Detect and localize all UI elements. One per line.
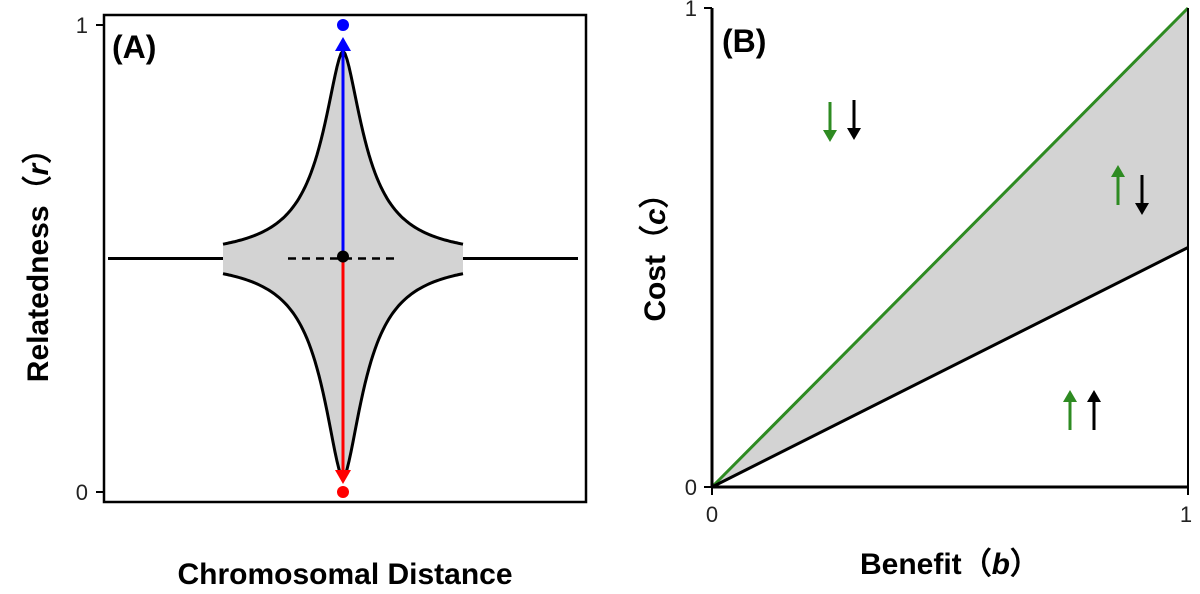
panel-a-label: (A) bbox=[112, 29, 156, 65]
panel-b-label: (B) bbox=[722, 23, 766, 59]
panel-b-region-0-black-arrow-head bbox=[847, 128, 861, 140]
panel-b-x-axis-title: Benefit（b） bbox=[860, 547, 1040, 581]
panel-b-y-axis-title: Cost（c） bbox=[638, 178, 672, 321]
panel-a-ylabel-paren-open: （ bbox=[21, 175, 55, 205]
panel-b-region-1-black-arrow-head bbox=[1135, 203, 1149, 215]
panel-b-region-2-black-arrow-head bbox=[1087, 390, 1101, 402]
panel-a-ytick-label-0: 0 bbox=[76, 480, 88, 505]
panel-a-point-red bbox=[337, 486, 349, 498]
panel-a: 1 0 (A) Relatedness（r） Chromosomal Dista… bbox=[21, 13, 588, 591]
panel-b-region-1-green-arrow-head bbox=[1111, 165, 1125, 177]
panel-b-ylabel-symbol: c bbox=[639, 208, 672, 225]
panel-b-ylabel-paren-open: （ bbox=[638, 225, 672, 255]
panel-b-region-0-green-arrow-head bbox=[823, 130, 837, 142]
panel-a-ylabel-text: Relatedness bbox=[22, 205, 55, 382]
panel-a-ylabel-paren-close: ） bbox=[21, 134, 55, 164]
panel-b-xlabel-symbol: b bbox=[992, 548, 1010, 581]
panel-b-ytick-label-0: 0 bbox=[685, 475, 697, 500]
panel-a-red-arrowhead bbox=[335, 470, 351, 484]
panel-b-xtick-label-0: 0 bbox=[706, 502, 718, 527]
panel-b-ytick-label-1: 1 bbox=[685, 0, 697, 21]
panel-b-ylabel-paren-close: ） bbox=[638, 178, 672, 208]
panel-b-ylabel-text: Cost bbox=[639, 255, 672, 322]
panel-a-y-axis-title: Relatedness（r） bbox=[21, 134, 55, 382]
panel-b-xlabel-paren-close: ） bbox=[1010, 547, 1040, 581]
panel-b-green-line bbox=[710, 6, 1190, 489]
panel-a-point-black bbox=[337, 250, 349, 263]
panel-a-ylabel-symbol: r bbox=[22, 161, 55, 175]
panel-a-x-axis-title: Chromosomal Distance bbox=[177, 558, 512, 591]
panel-b-xlabel-text: Benefit bbox=[860, 548, 962, 581]
panel-b-region-2-green-arrow-head bbox=[1063, 390, 1077, 402]
panel-b-xlabel-paren-open: （ bbox=[962, 547, 992, 581]
panel-b: 1 0 0 1 (B) Cost（c） Benefit（b） bbox=[638, 0, 1192, 581]
panel-a-ytick-label-1: 1 bbox=[76, 13, 88, 38]
panel-a-frame bbox=[102, 13, 588, 504]
panel-a-blue-arrowhead bbox=[335, 37, 351, 51]
panel-b-black-line bbox=[711, 246, 1189, 489]
panel-b-xtick-label-1: 1 bbox=[1180, 502, 1192, 527]
panel-a-point-blue bbox=[337, 19, 349, 31]
panel-b-region-arrows bbox=[823, 100, 1149, 430]
